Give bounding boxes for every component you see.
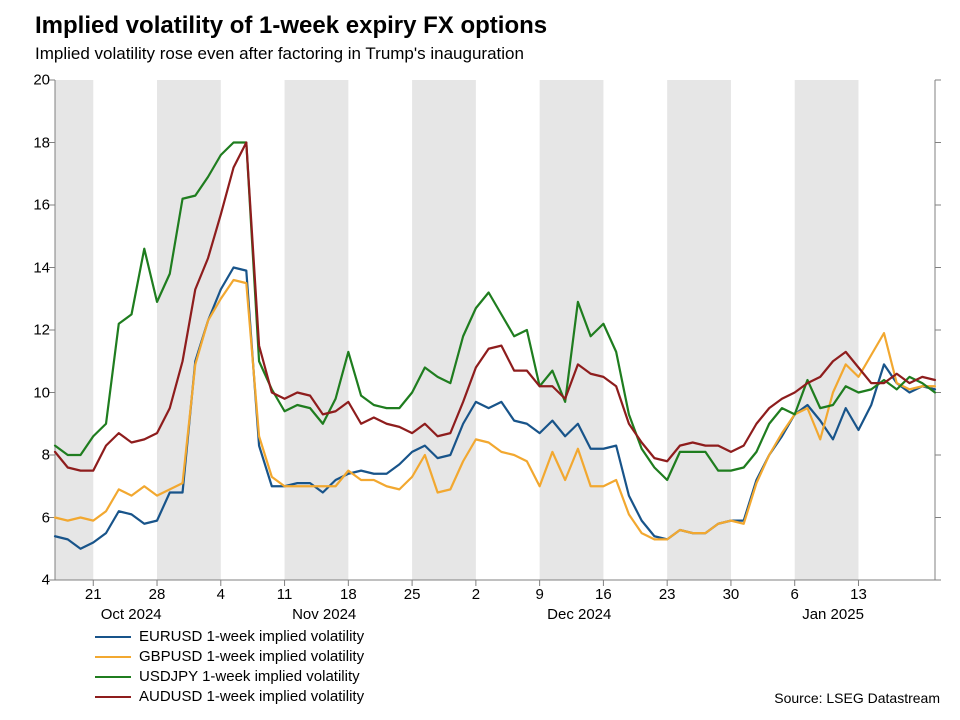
x-tick-label: 18 <box>340 586 357 603</box>
legend-label: EURUSD 1-week implied volatility <box>139 628 364 645</box>
y-tick-label: 18 <box>5 134 50 151</box>
chart-subtitle: Implied volatility rose even after facto… <box>35 44 524 64</box>
x-month-label: Nov 2024 <box>292 606 356 623</box>
x-tick-label: 2 <box>472 586 480 603</box>
chart-container: Implied volatility of 1-week expiry FX o… <box>0 0 960 720</box>
legend-swatch <box>95 696 131 698</box>
line-chart <box>55 80 935 580</box>
x-tick-label: 23 <box>659 586 676 603</box>
chart-title: Implied volatility of 1-week expiry FX o… <box>35 12 547 40</box>
x-tick-label: 21 <box>85 586 102 603</box>
x-tick-label: 9 <box>535 586 543 603</box>
legend-label: USDJPY 1-week implied volatility <box>139 668 360 685</box>
y-tick-label: 20 <box>5 72 50 89</box>
legend-item-gbpusd: GBPUSD 1-week implied volatility <box>95 648 364 665</box>
y-tick-label: 16 <box>5 197 50 214</box>
y-tick-label: 10 <box>5 384 50 401</box>
y-tick-label: 4 <box>5 572 50 589</box>
legend-item-audusd: AUDUSD 1-week implied volatility <box>95 688 364 705</box>
x-tick-label: 30 <box>723 586 740 603</box>
x-month-label: Oct 2024 <box>101 606 162 623</box>
x-tick-label: 13 <box>850 586 867 603</box>
x-tick-label: 4 <box>217 586 225 603</box>
x-tick-label: 16 <box>595 586 612 603</box>
y-tick-label: 6 <box>5 509 50 526</box>
legend-swatch <box>95 636 131 638</box>
legend-label: GBPUSD 1-week implied volatility <box>139 648 364 665</box>
source-attribution: Source: LSEG Datastream <box>774 690 940 706</box>
x-tick-label: 28 <box>149 586 166 603</box>
legend-swatch <box>95 676 131 678</box>
y-tick-label: 8 <box>5 447 50 464</box>
legend-item-eurusd: EURUSD 1-week implied volatility <box>95 628 364 645</box>
legend-swatch <box>95 656 131 658</box>
legend-label: AUDUSD 1-week implied volatility <box>139 688 364 705</box>
x-tick-label: 11 <box>277 586 293 603</box>
x-tick-label: 25 <box>404 586 421 603</box>
y-tick-label: 12 <box>5 322 50 339</box>
x-month-label: Dec 2024 <box>547 606 611 623</box>
x-tick-label: 6 <box>791 586 799 603</box>
y-tick-label: 14 <box>5 259 50 276</box>
x-month-label: Jan 2025 <box>802 606 864 623</box>
legend-item-usdjpy: USDJPY 1-week implied volatility <box>95 668 360 685</box>
